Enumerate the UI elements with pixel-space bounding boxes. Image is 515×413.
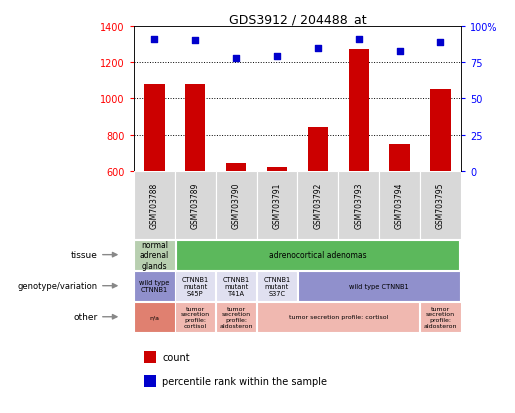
Point	[396, 48, 404, 55]
FancyBboxPatch shape	[420, 302, 461, 332]
FancyBboxPatch shape	[134, 271, 175, 301]
Text: percentile rank within the sample: percentile rank within the sample	[162, 376, 327, 386]
Point	[191, 38, 199, 45]
Point	[314, 45, 322, 52]
Text: tumor secretion profile: cortisol: tumor secretion profile: cortisol	[288, 314, 388, 320]
Text: GSM703790: GSM703790	[232, 182, 241, 229]
Text: tumor
secretion
profile:
cortisol: tumor secretion profile: cortisol	[181, 306, 210, 328]
Text: other: other	[73, 313, 97, 321]
FancyBboxPatch shape	[176, 240, 459, 270]
Text: GSM703788: GSM703788	[150, 183, 159, 228]
FancyBboxPatch shape	[175, 171, 216, 240]
FancyBboxPatch shape	[258, 302, 419, 332]
FancyBboxPatch shape	[134, 171, 175, 240]
Text: tumor
secretion
profile:
aldosteron: tumor secretion profile: aldosteron	[424, 306, 457, 328]
Text: CTNNB1
mutant
T41A: CTNNB1 mutant T41A	[222, 276, 250, 296]
Bar	[144, 375, 156, 387]
Text: GSM703789: GSM703789	[191, 182, 200, 229]
FancyBboxPatch shape	[134, 240, 175, 270]
Bar	[389, 144, 410, 171]
Bar	[430, 90, 451, 171]
Point	[273, 54, 281, 61]
Text: CTNNB1
mutant
S37C: CTNNB1 mutant S37C	[263, 276, 290, 296]
Text: normal
adrenal
glands: normal adrenal glands	[140, 240, 169, 270]
Point	[150, 36, 159, 43]
FancyBboxPatch shape	[379, 171, 420, 240]
Text: GSM703795: GSM703795	[436, 182, 445, 229]
FancyBboxPatch shape	[134, 302, 175, 332]
FancyBboxPatch shape	[256, 171, 298, 240]
Bar	[226, 163, 246, 171]
Bar	[144, 85, 165, 171]
Bar	[185, 85, 205, 171]
Text: wild type CTNNB1: wild type CTNNB1	[349, 283, 409, 289]
Point	[232, 55, 240, 62]
Text: tumor
secretion
profile:
aldosteron: tumor secretion profile: aldosteron	[219, 306, 253, 328]
FancyBboxPatch shape	[175, 271, 215, 301]
Text: wild type
CTNNB1: wild type CTNNB1	[139, 280, 169, 292]
FancyBboxPatch shape	[175, 302, 215, 332]
Text: GSM703791: GSM703791	[272, 182, 282, 229]
Text: tissue: tissue	[71, 251, 97, 259]
Text: GSM703794: GSM703794	[395, 182, 404, 229]
FancyBboxPatch shape	[257, 271, 297, 301]
Text: count: count	[162, 352, 190, 362]
Text: GSM703793: GSM703793	[354, 182, 363, 229]
Text: genotype/variation: genotype/variation	[18, 282, 97, 290]
Text: n/a: n/a	[149, 314, 159, 320]
FancyBboxPatch shape	[298, 171, 338, 240]
FancyBboxPatch shape	[216, 171, 256, 240]
Point	[436, 40, 444, 46]
Point	[355, 36, 363, 43]
Bar	[349, 50, 369, 171]
Bar	[307, 128, 328, 171]
FancyBboxPatch shape	[216, 271, 256, 301]
Text: CTNNB1
mutant
S45P: CTNNB1 mutant S45P	[182, 276, 209, 296]
Title: GDS3912 / 204488_at: GDS3912 / 204488_at	[229, 13, 366, 26]
FancyBboxPatch shape	[338, 171, 379, 240]
FancyBboxPatch shape	[420, 171, 461, 240]
FancyBboxPatch shape	[298, 271, 460, 301]
Text: GSM703792: GSM703792	[313, 182, 322, 229]
Bar	[267, 168, 287, 171]
FancyBboxPatch shape	[216, 302, 256, 332]
Bar	[144, 351, 156, 363]
Text: adrenocortical adenomas: adrenocortical adenomas	[269, 251, 367, 259]
